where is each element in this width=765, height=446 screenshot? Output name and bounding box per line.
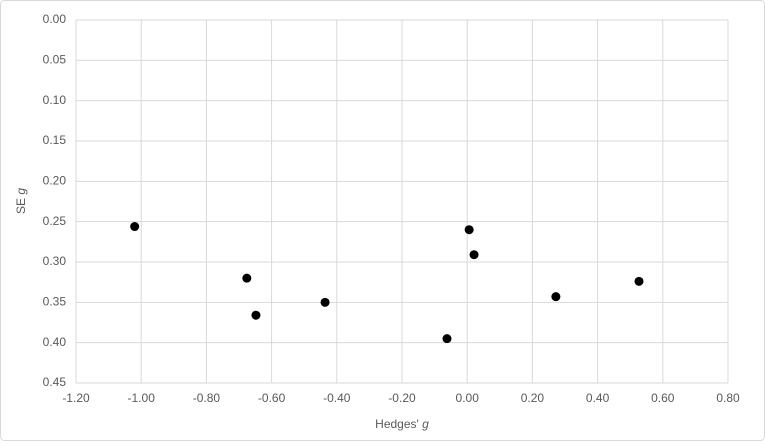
x-tick-label: -0.40 — [323, 391, 351, 405]
point — [464, 225, 474, 235]
y-tick-label: 0.05 — [43, 53, 67, 67]
y-tick-label: 0.40 — [43, 335, 67, 349]
x-tick-label: -0.60 — [258, 391, 286, 405]
point — [320, 297, 330, 307]
x-tick-label: 0.40 — [586, 391, 610, 405]
point — [469, 250, 479, 260]
y-tick-label: 0.10 — [43, 93, 67, 107]
point — [130, 222, 140, 232]
x-tick-label: 0.00 — [456, 391, 480, 405]
x-axis-label-symbol: g — [422, 417, 429, 431]
y-tick-label: 0.45 — [43, 375, 67, 389]
x-axis-label: Hedges' g — [375, 417, 429, 431]
y-axis-label-text: SE — [14, 198, 28, 214]
point — [442, 334, 452, 344]
y-tick-label: 0.15 — [43, 133, 67, 147]
x-tick-label: -0.80 — [193, 391, 221, 405]
x-tick-label: 0.80 — [716, 391, 740, 405]
x-axis-label-text: Hedges' — [375, 417, 419, 431]
y-tick-label: 0.30 — [43, 254, 67, 268]
y-tick-label: 0.25 — [43, 214, 67, 228]
point — [551, 292, 561, 302]
y-tick-label: 0.20 — [43, 174, 67, 188]
x-tick-label: -1.00 — [128, 391, 156, 405]
y-axis-label: SE g — [14, 188, 28, 214]
y-tick-label: 0.35 — [43, 295, 67, 309]
y-tick-label: 0.00 — [43, 12, 67, 26]
y-axis-label-symbol: g — [14, 188, 28, 195]
x-tick-label: -0.20 — [388, 391, 416, 405]
x-tick-label: 0.20 — [521, 391, 545, 405]
point — [251, 310, 261, 320]
x-tick-label: -1.20 — [62, 391, 90, 405]
point — [634, 276, 644, 286]
point — [242, 273, 252, 283]
x-tick-label: 0.60 — [651, 391, 675, 405]
